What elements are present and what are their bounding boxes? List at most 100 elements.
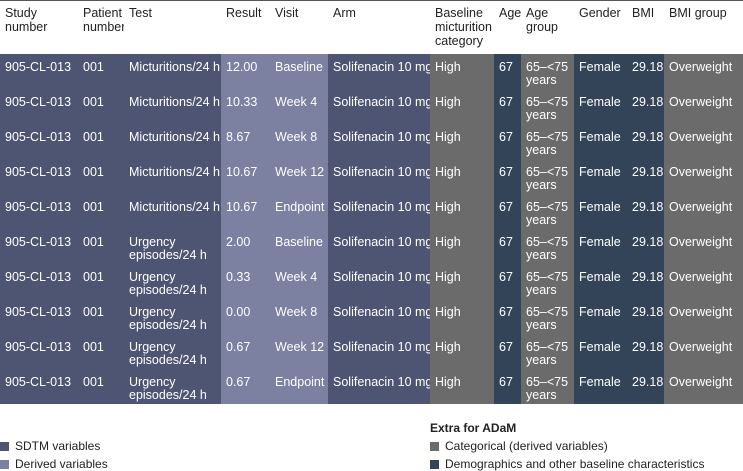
table-cell: 29.18 [627,124,664,159]
table-cell: 65–<75 years [521,264,574,299]
column-header: Test [124,0,221,54]
column-header: Result [221,0,270,54]
table-cell: Baseline [270,229,328,264]
table-cell: 29.18 [627,194,664,229]
table-cell: High [430,54,494,89]
table-cell: 905-CL-013 [0,334,78,369]
table-row: 905-CL-013 001 Urgency episodes/24 h 2.00 Ba… [0,229,743,264]
table-row: 905-CL-013 001 Micturitions/24 h 8.67 Week 8… [0,124,743,159]
column-header: Arm [328,0,430,54]
table-cell: 0.33 [221,264,270,299]
table-cell: 001 [78,124,124,159]
legend-categorical-label: Categorical (derived variables) [445,439,608,453]
table-cell: 0.67 [221,369,270,404]
table-cell: 65–<75 years [521,194,574,229]
table-row: 905-CL-013 001 Urgency episodes/24 h 0.33 We… [0,264,743,299]
table-cell: High [430,369,494,404]
table-cell: 001 [78,369,124,404]
legend-adam-title: Extra for ADaM [430,421,517,435]
table-cell: Female [574,299,627,334]
table-cell: 29.18 [627,334,664,369]
table-cell: High [430,89,494,124]
table-cell: 65–<75 years [521,229,574,264]
table-cell: 29.18 [627,299,664,334]
table-row: 905-CL-013 001 Micturitions/24 h 10.33 Week … [0,89,743,124]
legend-item-derived: Derived variables [0,457,108,471]
table-cell: Solifenacin 10 mg [328,299,430,334]
table-cell: Week 8 [270,299,328,334]
table-cell: Week 12 [270,159,328,194]
table-cell: Urgency episodes/24 h [124,334,221,369]
table-cell: High [430,264,494,299]
data-table: Study number Patient number Test Result Visi… [0,0,743,404]
table-cell: Week 4 [270,264,328,299]
table-cell: Urgency episodes/24 h [124,229,221,264]
table-cell: 001 [78,194,124,229]
table-cell: 2.00 [221,229,270,264]
column-header: Visit [270,0,328,54]
table-cell: 905-CL-013 [0,299,78,334]
table-cell: 67 [494,89,521,124]
table-header: Study number Patient number Test Result Visi… [0,0,743,54]
table-cell: 001 [78,334,124,369]
table-cell: Solifenacin 10 mg [328,264,430,299]
column-header: Study number [0,0,78,54]
column-header: Patient number [78,0,124,54]
legend-item-categorical: Categorical (derived variables) [430,439,608,453]
table-cell: Endpoint [270,369,328,404]
table-cell: 65–<75 years [521,159,574,194]
table-cell: 65–<75 years [521,334,574,369]
table-cell: High [430,159,494,194]
table-row: 905-CL-013 001 Micturitions/24 h 12.00 Basel… [0,54,743,89]
table-cell: 905-CL-013 [0,229,78,264]
table-row: 905-CL-013 001 Micturitions/24 h 10.67 Week … [0,159,743,194]
table-cell: Female [574,369,627,404]
table-cell: 65–<75 years [521,54,574,89]
table-cell: 67 [494,334,521,369]
table-cell: 0.00 [221,299,270,334]
table-cell: Female [574,159,627,194]
table-cell: Micturitions/24 h [124,124,221,159]
table-cell: 29.18 [627,369,664,404]
table-cell: Solifenacin 10 mg [328,89,430,124]
table-cell: Week 8 [270,124,328,159]
table-cell: 67 [494,159,521,194]
table-cell: Overweight [664,124,743,159]
table-cell: 65–<75 years [521,299,574,334]
table-cell: 67 [494,124,521,159]
table-cell: Solifenacin 10 mg [328,159,430,194]
table-cell: 10.67 [221,159,270,194]
legend-item-sdtm: SDTM variables [0,439,100,453]
data-table-container: Study number Patient number Test Result Visi… [0,0,743,404]
table-cell: Female [574,229,627,264]
table-cell: Urgency episodes/24 h [124,369,221,404]
column-header: Baseline micturition category [430,0,494,54]
table-cell: 67 [494,299,521,334]
table-cell: Solifenacin 10 mg [328,194,430,229]
table-cell: Solifenacin 10 mg [328,229,430,264]
table-cell: Female [574,264,627,299]
table-cell: Overweight [664,194,743,229]
table-cell: Urgency episodes/24 h [124,299,221,334]
table-cell: Overweight [664,229,743,264]
table-cell: 905-CL-013 [0,89,78,124]
table-cell: Overweight [664,54,743,89]
legend-sdtm-label: SDTM variables [15,439,101,453]
column-header: Gender [574,0,627,54]
table-cell: Week 4 [270,89,328,124]
table-cell: High [430,124,494,159]
column-header: BMI [627,0,664,54]
table-cell: 0.67 [221,334,270,369]
table-cell: 29.18 [627,54,664,89]
table-cell: Solifenacin 10 mg [328,124,430,159]
table-cell: Female [574,89,627,124]
table-cell: 001 [78,89,124,124]
table-cell: 905-CL-013 [0,264,78,299]
table-cell: High [430,334,494,369]
table-cell: Overweight [664,159,743,194]
table-row: 905-CL-013 001 Urgency episodes/24 h 0.67 En… [0,369,743,404]
table-cell: Overweight [664,369,743,404]
table-cell: 65–<75 years [521,369,574,404]
demographics-swatch-icon [430,460,439,469]
categorical-swatch-icon [430,442,439,451]
